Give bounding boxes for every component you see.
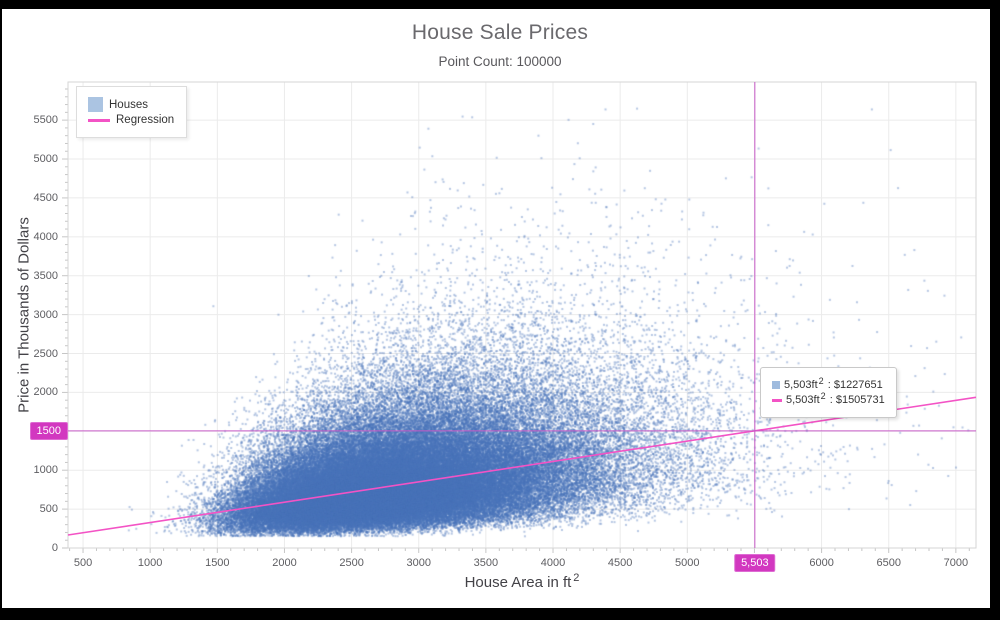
- tooltip-houses-area: 5,503ft: [784, 379, 818, 391]
- y-tick-label: 3000: [33, 308, 58, 321]
- x-tick-label: 2000: [272, 557, 297, 569]
- y-tick-label: 4500: [33, 191, 58, 204]
- legend-label-houses: Houses: [109, 98, 148, 111]
- y-tick-label: 0: [51, 542, 58, 554]
- tooltip: 5,503ft 2 : $1227651 5,503ft 2 : $1505731: [760, 367, 897, 418]
- y-tick-label: 5500: [33, 114, 58, 127]
- x-tick-label: 2500: [339, 557, 364, 569]
- x-tick-label: 6500: [876, 557, 901, 569]
- tooltip-houses-separator: :: [824, 379, 834, 391]
- tooltip-regression-swatch-icon: [772, 398, 782, 402]
- tooltip-row-houses: 5,503ft 2 : $1227651: [772, 376, 885, 391]
- tooltip-regression-separator: :: [826, 394, 836, 406]
- tooltip-houses-swatch-icon: [772, 381, 780, 389]
- chart-title: House Sale Prices: [411, 21, 589, 44]
- tooltip-houses-value: $1227651: [833, 379, 883, 391]
- x-tick-label: 5000: [675, 557, 700, 569]
- x-crosshair-badge: 5,503: [734, 554, 776, 572]
- y-tick-label: 2000: [33, 386, 58, 399]
- x-axis-title: House Area in ft 2: [464, 572, 580, 591]
- y-tick-label: 5000: [33, 153, 58, 166]
- x-tick-label: 3000: [406, 557, 431, 569]
- y-tick-label: 4000: [33, 230, 58, 243]
- legend-item-regression[interactable]: Regression: [88, 114, 174, 126]
- x-tick-label: 6000: [809, 557, 834, 569]
- scatter-plot-area[interactable]: [68, 82, 976, 548]
- y-tick-label: 500: [39, 503, 58, 516]
- legend: Houses Regression: [76, 86, 188, 138]
- x-tick-label: 3500: [473, 557, 499, 569]
- y-tick-label: 2500: [33, 347, 58, 360]
- y-tick-label: 3500: [33, 269, 58, 282]
- tooltip-regression-value: $1505731: [835, 394, 885, 406]
- tooltip-regression-area: 5,503ft: [786, 394, 820, 406]
- x-tick-label: 1000: [137, 557, 163, 569]
- chart-subtitle: Point Count: 100000: [438, 54, 562, 69]
- x-tick-label: 4000: [540, 557, 566, 569]
- x-tick-label: 500: [73, 557, 93, 569]
- x-axis-title-exponent: 2: [573, 572, 580, 584]
- tooltip-row-regression: 5,503ft 2 : $1505731: [772, 391, 885, 406]
- legend-label-regression: Regression: [116, 114, 175, 126]
- tooltip-regression-exponent: 2: [820, 391, 826, 401]
- houses-swatch-icon: [88, 97, 103, 112]
- tooltip-houses-exponent: 2: [818, 376, 824, 386]
- x-tick-label: 1500: [205, 557, 230, 569]
- y-axis-title: Price in Thousands of Dollars: [15, 217, 33, 413]
- y-tick-label: 1000: [33, 464, 58, 477]
- y-crosshair-badge: 1500: [29, 421, 68, 440]
- legend-item-houses[interactable]: Houses: [88, 97, 174, 112]
- regression-swatch-icon: [88, 118, 110, 122]
- x-tick-label: 4500: [607, 557, 633, 569]
- x-tick-label: 7000: [943, 557, 969, 569]
